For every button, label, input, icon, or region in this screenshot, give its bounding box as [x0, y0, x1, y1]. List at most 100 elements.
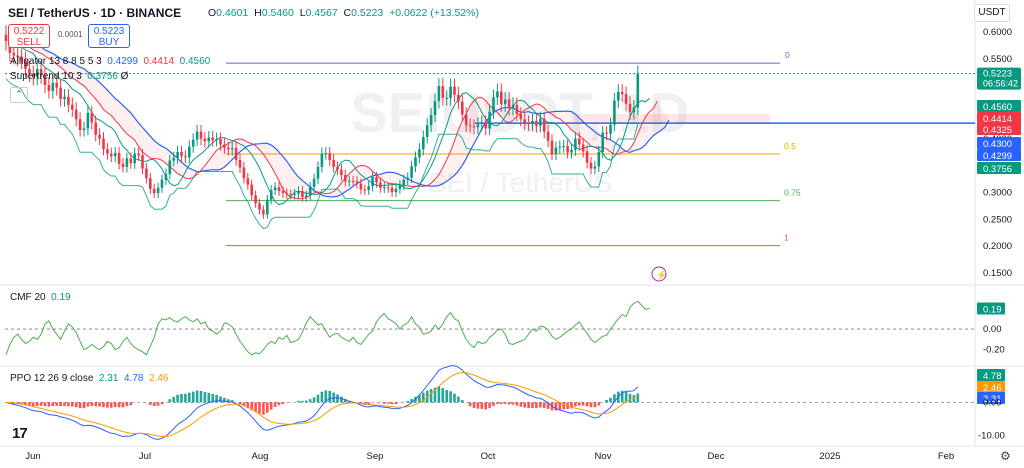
- axis-price-tag: [977, 123, 1021, 135]
- ppo-histogram-bar: [546, 402, 550, 409]
- candle-body: [620, 91, 624, 95]
- ppo-histogram-bar: [539, 402, 542, 408]
- candle-body: [336, 166, 339, 170]
- candle-body: [480, 122, 484, 125]
- candle-body: [523, 119, 526, 123]
- candle-body: [285, 193, 289, 195]
- ppo-axis-tick: 0.00: [983, 397, 1002, 408]
- candle-body: [168, 160, 172, 174]
- symbol-title[interactable]: SEI / TetherUS · 1D · BINANCE: [8, 6, 182, 20]
- candle-body: [106, 149, 109, 154]
- gear-icon[interactable]: ⚙: [1000, 449, 1011, 463]
- candle-body: [394, 188, 398, 193]
- ppo-histogram-bar: [207, 392, 211, 403]
- ppo-histogram-bar: [601, 402, 604, 403]
- candle-body: [542, 118, 546, 132]
- ppo-histogram-bar: [180, 393, 183, 403]
- candle-body: [363, 189, 367, 191]
- axis-price-label: 0.4414: [983, 114, 1012, 125]
- candle-body: [371, 177, 374, 187]
- candle-body: [141, 155, 144, 169]
- ppo-histogram-bar: [593, 402, 597, 408]
- countdown-label: 06:56:42: [983, 79, 1018, 89]
- axis-price-tag: [977, 112, 1021, 124]
- ppo-histogram-bar: [152, 402, 156, 407]
- ppo-histogram-bar: [461, 400, 464, 403]
- candle-body: [156, 187, 160, 194]
- candle-body: [35, 68, 39, 77]
- ppo-histogram-bar: [293, 401, 296, 403]
- cmf-legend[interactable]: CMF 20 0.19: [10, 292, 71, 303]
- candle-body: [211, 137, 214, 141]
- candle-body: [4, 34, 8, 42]
- ppo-histogram-bar: [39, 402, 43, 406]
- ppo-histogram-bar: [28, 402, 31, 407]
- ppo-histogram-bar: [367, 402, 370, 405]
- ppo-histogram-bar: [74, 402, 78, 408]
- candle-body: [113, 153, 117, 157]
- candle-body: [129, 158, 133, 164]
- ppo-histogram-bar: [496, 402, 499, 405]
- sell-button[interactable]: 0.5222 SELL: [8, 24, 50, 48]
- candle-body: [488, 111, 491, 129]
- candle-body: [437, 86, 441, 102]
- ppo-legend[interactable]: PPO 12 26 9 close 2.31 4.78 2.46: [10, 373, 169, 384]
- ppo-histogram-bar: [562, 402, 565, 410]
- alligator-legend[interactable]: Alligator 13 8 8 5 5 3 0.4299 0.4414 0.4…: [10, 56, 211, 67]
- candle-body: [20, 57, 23, 61]
- candle-body: [379, 182, 382, 188]
- ppo-histogram-bar: [344, 398, 347, 403]
- candle-body: [273, 187, 277, 190]
- candle-body: [527, 122, 530, 125]
- candle-body: [484, 122, 487, 129]
- candle-body: [609, 124, 612, 134]
- time-axis-tick: Nov: [595, 451, 612, 462]
- ppo-histogram-bar: [628, 393, 632, 403]
- ppo-histogram-bar: [402, 402, 406, 403]
- candle-body: [137, 153, 140, 156]
- candle-body: [507, 99, 511, 109]
- ppo-histogram-bar: [117, 402, 121, 408]
- candle-body: [90, 112, 94, 123]
- ppo-histogram-bar: [308, 399, 312, 403]
- ppo-value-tag: [977, 381, 1005, 393]
- ppo-histogram-bar: [418, 394, 421, 403]
- ppo-histogram-bar: [457, 396, 460, 403]
- ppo-histogram-bar: [429, 389, 433, 403]
- price-axis-tick: 0.2500: [983, 214, 1012, 225]
- current-price-label: 0.5223: [983, 69, 1012, 80]
- buy-button[interactable]: 0.5223 BUY: [88, 24, 130, 48]
- candle-body: [347, 180, 351, 182]
- candle-body: [262, 209, 265, 215]
- candle-body: [269, 189, 273, 200]
- tradingview-logo[interactable]: 17: [12, 425, 28, 442]
- lightning-icon: [651, 266, 667, 282]
- ppo-histogram-bar: [129, 402, 133, 406]
- currency-selector[interactable]: USDT: [974, 4, 1010, 22]
- candle-body: [125, 158, 129, 167]
- candle-body: [258, 203, 261, 210]
- candle-body: [402, 179, 406, 186]
- candle-body: [59, 87, 62, 99]
- ppo-value-label: 2.31: [983, 394, 1002, 405]
- candle-body: [74, 109, 78, 120]
- supertrend-legend[interactable]: Supertrend 10 3 0.3756 Ø: [10, 71, 129, 82]
- ppo-histogram-bar: [609, 397, 612, 403]
- ppo-histogram-bar: [441, 387, 445, 403]
- ppo-histogram-bar: [394, 402, 398, 405]
- ppo-histogram-bar: [191, 391, 195, 403]
- ppo-histogram-bar: [168, 399, 172, 403]
- candle-body: [51, 82, 55, 91]
- candle-body: [367, 186, 370, 190]
- candle-body: [110, 153, 113, 157]
- collapse-legend-button[interactable]: ⌃: [10, 87, 28, 103]
- ppo-histogram-bar: [32, 402, 35, 407]
- candle-body: [597, 151, 601, 167]
- ppo-histogram-bar: [106, 402, 109, 408]
- candle-body: [464, 114, 468, 126]
- ppo-line: [5, 365, 639, 440]
- candle-body: [160, 179, 164, 188]
- ppo-axis-tick: -10.00: [978, 430, 1005, 441]
- candle-body: [297, 191, 300, 194]
